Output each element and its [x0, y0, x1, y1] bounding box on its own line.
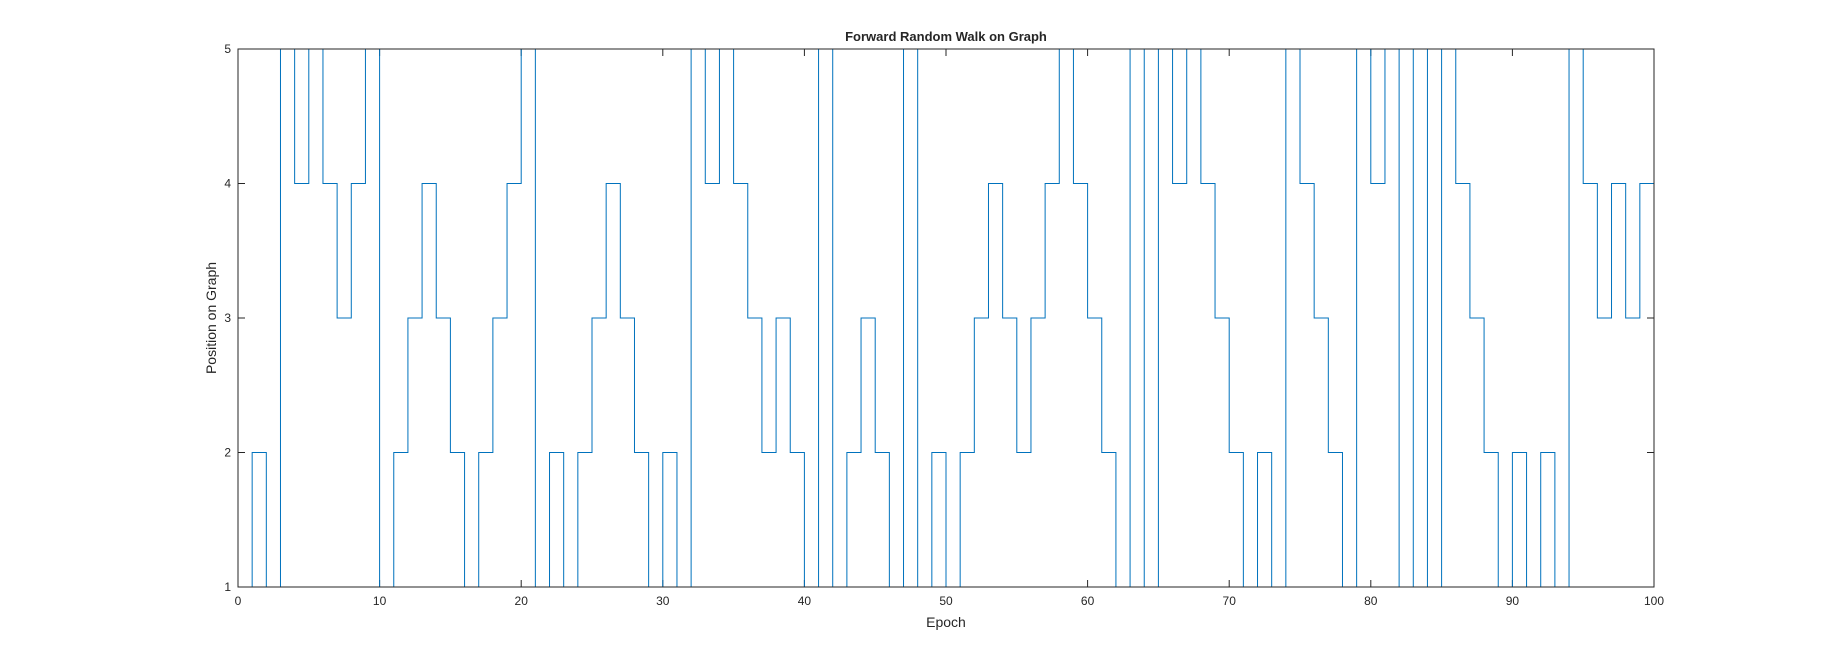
y-tick-label: 5: [224, 42, 231, 56]
x-tick-label: 0: [235, 594, 242, 608]
x-tick-label: 20: [515, 594, 529, 608]
y-axis-label: Position on Graph: [203, 262, 219, 374]
x-tick-label: 50: [939, 594, 953, 608]
chart-title: Forward Random Walk on Graph: [845, 29, 1047, 44]
plot-box: [237, 48, 1655, 588]
x-tick-label: 70: [1223, 594, 1237, 608]
axis-tick-labels: 0 10 20 30 40 50 60 70 80 90 100 1 2 3 4 5: [224, 42, 1664, 608]
x-tick-label: 90: [1506, 594, 1520, 608]
x-tick-label: 10: [373, 594, 387, 608]
x-axis-label: Epoch: [926, 614, 966, 630]
y-tick-label: 3: [224, 311, 231, 325]
x-tick-label: 100: [1644, 594, 1664, 608]
y-tick-label: 4: [224, 177, 231, 191]
y-tick-label: 1: [224, 580, 231, 594]
x-tick-label: 80: [1364, 594, 1378, 608]
x-tick-label: 40: [798, 594, 812, 608]
x-tick-label: 60: [1081, 594, 1095, 608]
y-tick-label: 2: [224, 446, 231, 460]
x-tick-label: 30: [656, 594, 670, 608]
